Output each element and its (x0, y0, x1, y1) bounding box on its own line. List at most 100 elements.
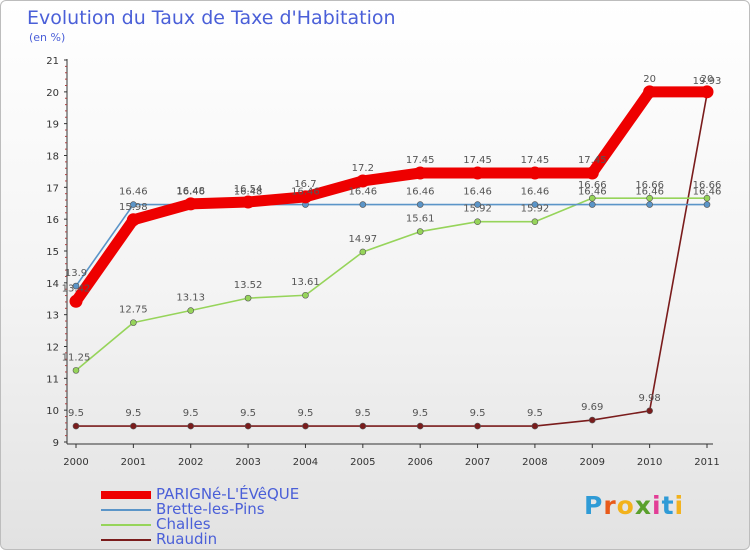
y-tick-label: 20 (46, 88, 59, 99)
series-point-2 (359, 248, 367, 256)
chart-title: Evolution du Taux de Taxe d'Habitation (27, 7, 396, 29)
data-label: 9.5 (412, 408, 428, 419)
data-label: 16.46 (406, 187, 435, 198)
proxiti-logo: Proxiti (584, 491, 684, 520)
series-point-1 (531, 201, 539, 208)
legend-swatch-parigne (101, 491, 151, 499)
data-label: 20 (643, 74, 656, 85)
logo-letter: t (661, 491, 675, 520)
data-label: 9.69 (581, 402, 603, 413)
data-label: 9.5 (240, 408, 256, 419)
series-point-1 (646, 201, 653, 208)
data-label: 9.5 (355, 408, 371, 419)
series-point-1 (416, 201, 424, 208)
data-label: 17.2 (352, 163, 374, 174)
data-label: 16.46 (635, 187, 664, 198)
legend-label: PARIGNé-L'ÉVêQUE (156, 485, 300, 503)
series-point-2 (244, 294, 252, 302)
x-tick-label: 2011 (694, 457, 719, 468)
data-label: 16.66 (693, 180, 722, 191)
data-label: 14.97 (348, 234, 377, 245)
data-label: 16.46 (693, 187, 722, 198)
series-point-0 (700, 85, 714, 99)
series-point-1 (703, 201, 711, 208)
data-label: 16.46 (348, 187, 377, 198)
data-label: 16.46 (119, 187, 148, 198)
series-point-2 (72, 367, 80, 374)
data-label: 16.66 (578, 180, 607, 191)
data-label: 9.98 (639, 393, 661, 404)
data-label: 17.45 (463, 155, 492, 166)
series-point-1 (474, 201, 481, 208)
y-tick-label: 10 (46, 406, 59, 417)
series-point-2 (302, 291, 309, 299)
data-label: 15.92 (521, 204, 550, 215)
legend-swatch-challes (101, 524, 151, 526)
data-label: 17.45 (578, 155, 607, 166)
series-point-0 (298, 190, 312, 204)
series-point-3 (359, 422, 367, 430)
x-tick-label: 2004 (293, 457, 318, 468)
x-tick-label: 2002 (178, 457, 203, 468)
series-point-2 (646, 194, 653, 202)
y-tick-label: 14 (46, 279, 59, 290)
chart-subtitle: (en %) (29, 31, 66, 44)
series-point-0 (126, 213, 140, 227)
series-point-0 (471, 166, 485, 180)
series-point-0 (241, 195, 255, 209)
data-label: 16.48 (176, 186, 205, 197)
y-tick-label: 18 (46, 152, 59, 163)
y-tick-label: 19 (46, 120, 59, 131)
series-point-2 (703, 194, 711, 202)
x-tick-label: 2000 (63, 457, 88, 468)
data-label: 12.75 (119, 305, 148, 316)
series-point-2 (474, 218, 481, 226)
series-point-3 (474, 422, 481, 430)
data-label: 13.13 (176, 293, 205, 304)
series-line-1 (75, 203, 708, 287)
series-point-3 (646, 407, 653, 415)
logo-letter: o (616, 491, 635, 520)
data-label: 17.45 (406, 155, 435, 166)
x-tick-label: 2001 (121, 457, 146, 468)
series-point-1 (588, 201, 596, 208)
logo-letter: i (652, 491, 662, 520)
x-tick-label: 2005 (350, 457, 375, 468)
x-tick-label: 2010 (637, 457, 662, 468)
series-line-0 (70, 86, 713, 307)
x-tick-label: 2007 (465, 457, 490, 468)
logo-letter: r (603, 491, 617, 520)
y-tick-label: 12 (46, 343, 59, 354)
data-label: 16.46 (578, 187, 607, 198)
data-label: 16.48 (234, 187, 263, 198)
data-label: 15.98 (119, 202, 148, 213)
data-label: 19.93 (693, 76, 722, 87)
series-point-2 (531, 218, 539, 226)
series-point-1 (130, 201, 137, 208)
data-label: 16.46 (463, 187, 492, 198)
logo-letter: P (584, 491, 604, 520)
y-tick-label: 16 (46, 215, 59, 226)
x-tick-label: 2006 (407, 457, 432, 468)
series-point-1 (72, 282, 80, 290)
series-point-0 (413, 166, 427, 180)
data-label: 17.45 (521, 155, 550, 166)
x-tick-label: 2008 (522, 457, 547, 468)
series-point-3 (416, 422, 424, 430)
data-label: 16.46 (521, 187, 550, 198)
series-point-3 (588, 416, 596, 424)
x-tick-label: 2009 (580, 457, 605, 468)
x-tick-label: 2003 (235, 457, 260, 468)
data-label: 9.5 (125, 408, 141, 419)
series-point-0 (528, 166, 542, 180)
data-label: 9.5 (183, 408, 199, 419)
data-label: 16.54 (234, 184, 263, 195)
data-label: 11.25 (62, 352, 91, 363)
legend-label: Ruaudin (156, 530, 218, 548)
series-point-0 (356, 174, 370, 188)
logo-letter: i (674, 491, 685, 520)
data-label: 15.61 (406, 214, 435, 225)
data-label: 20 (701, 74, 714, 85)
